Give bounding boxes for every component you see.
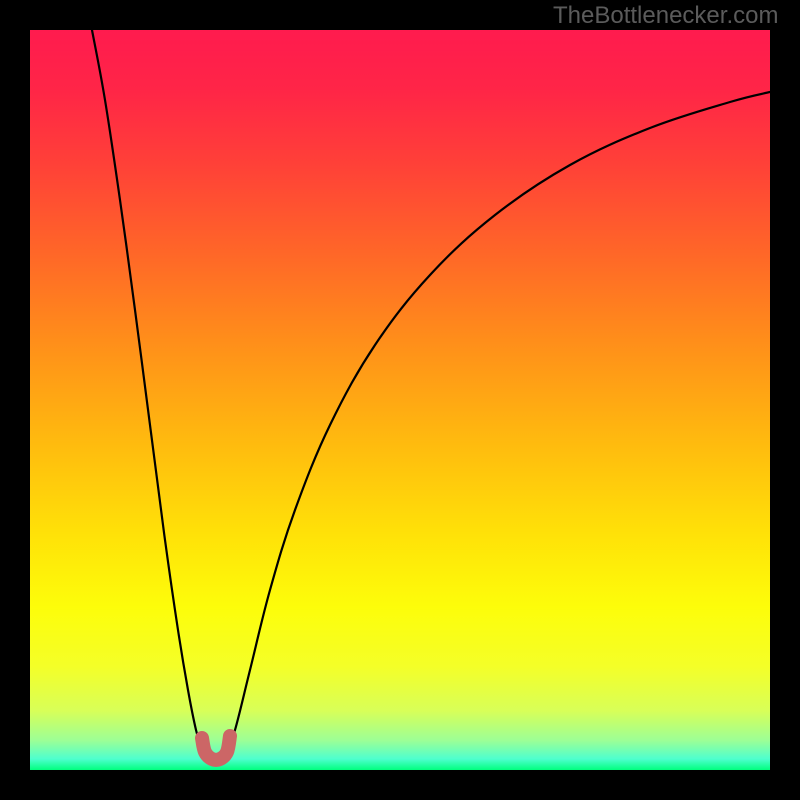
chart-background — [30, 30, 770, 770]
watermark-text: TheBottlenecker.com — [553, 2, 778, 30]
bottleneck-chart — [30, 30, 770, 770]
